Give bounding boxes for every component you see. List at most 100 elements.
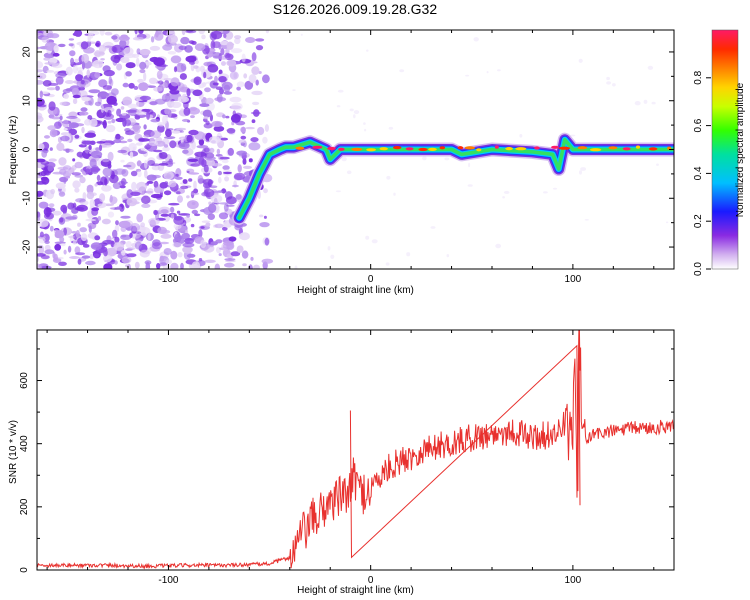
noise-blob (169, 140, 177, 149)
noise-blob (121, 249, 126, 256)
noise-blob (58, 157, 67, 166)
noise-blob (138, 30, 144, 34)
trace-hotspot (505, 147, 513, 151)
noise-blob (58, 191, 66, 197)
snr-line (37, 330, 674, 570)
noise-blob (81, 140, 94, 145)
noise-blob (444, 157, 450, 161)
noise-blob (111, 35, 118, 40)
noise-blob (162, 44, 173, 51)
noise-blob (186, 214, 191, 218)
noise-blob (54, 230, 65, 239)
noise-blob (223, 171, 232, 175)
noise-blob (111, 44, 124, 54)
noise-blob (76, 67, 85, 72)
noise-blob (151, 242, 163, 250)
noise-blob (552, 187, 558, 190)
noise-blob (264, 237, 270, 246)
noise-blob (183, 100, 189, 109)
noise-blob (94, 183, 98, 187)
noise-blob (237, 164, 242, 173)
noise-blob (240, 126, 246, 133)
noise-blob (60, 204, 68, 213)
noise-blob (113, 139, 122, 144)
noise-blob (245, 126, 255, 130)
noise-blob (165, 160, 174, 167)
noise-blob (226, 127, 236, 134)
noise-blob (165, 129, 172, 137)
noise-blob (125, 241, 132, 248)
noise-blob (234, 35, 242, 40)
noise-blob (98, 92, 110, 97)
noise-blob (579, 170, 582, 175)
noise-blob (201, 192, 209, 197)
noise-blob (606, 76, 610, 81)
noise-blob (68, 149, 74, 153)
noise-blob (341, 156, 347, 162)
noise-blob (218, 212, 229, 220)
noise-blob (94, 72, 101, 78)
snr-frame (36, 329, 675, 571)
spectrogram-trace (232, 132, 674, 225)
noise-blob (72, 240, 77, 245)
noise-blob (163, 78, 173, 81)
noise-blob (177, 252, 183, 258)
noise-blob (186, 253, 196, 258)
noise-blob (245, 37, 256, 43)
noise-blob (175, 173, 179, 177)
noise-blob (37, 32, 44, 36)
noise-blob (125, 130, 135, 136)
noise-blob (81, 96, 91, 102)
noise-blob (188, 107, 200, 115)
noise-blob (72, 64, 78, 74)
noise-blob (203, 116, 209, 120)
noise-blob (146, 111, 150, 120)
noise-blob (148, 77, 158, 85)
snr-series (37, 330, 674, 570)
noise-blob (138, 226, 151, 236)
noise-blob (59, 101, 67, 106)
noise-blob (85, 218, 96, 222)
noise-blob (191, 209, 198, 215)
noise-blob (136, 109, 143, 114)
noise-blob (112, 229, 118, 239)
noise-blob (49, 147, 53, 151)
trace-hotspot (494, 145, 499, 149)
noise-blob (262, 136, 268, 144)
noise-blob (136, 213, 144, 223)
noise-blob (210, 241, 218, 246)
noise-blob (263, 188, 268, 194)
noise-blob (207, 179, 213, 188)
noise-blob (170, 250, 178, 260)
noise-blob (162, 146, 170, 152)
noise-blob (94, 235, 101, 241)
noise-blob (134, 30, 138, 35)
noise-blob (194, 43, 206, 51)
trace-hotspot (312, 145, 323, 149)
noise-blob (170, 262, 179, 269)
trace-hotspot (405, 147, 414, 151)
noise-blob (202, 109, 212, 118)
colorbar-tick-label: 0.2 (693, 214, 704, 228)
noise-blob (465, 74, 470, 77)
noise-blob (59, 115, 63, 121)
noise-blob (151, 163, 161, 167)
noise-blob (353, 114, 356, 119)
noise-blob (147, 85, 156, 88)
noise-blob (78, 111, 89, 116)
noise-blob (37, 263, 42, 269)
noise-blob (109, 206, 115, 210)
spectrogram-y-axis-label: Frequency (Hz) (8, 116, 19, 185)
noise-blob (180, 36, 190, 45)
colorbar-gradient (712, 30, 738, 269)
noise-blob (37, 69, 44, 73)
noise-blob (97, 216, 101, 221)
noise-blob (126, 253, 137, 258)
noise-blob (90, 242, 102, 251)
noise-blob (168, 180, 177, 188)
noise-blob (68, 122, 80, 129)
noise-blob (205, 97, 214, 104)
noise-blob (201, 220, 211, 223)
noise-blob (210, 40, 216, 50)
noise-blob (71, 87, 80, 97)
